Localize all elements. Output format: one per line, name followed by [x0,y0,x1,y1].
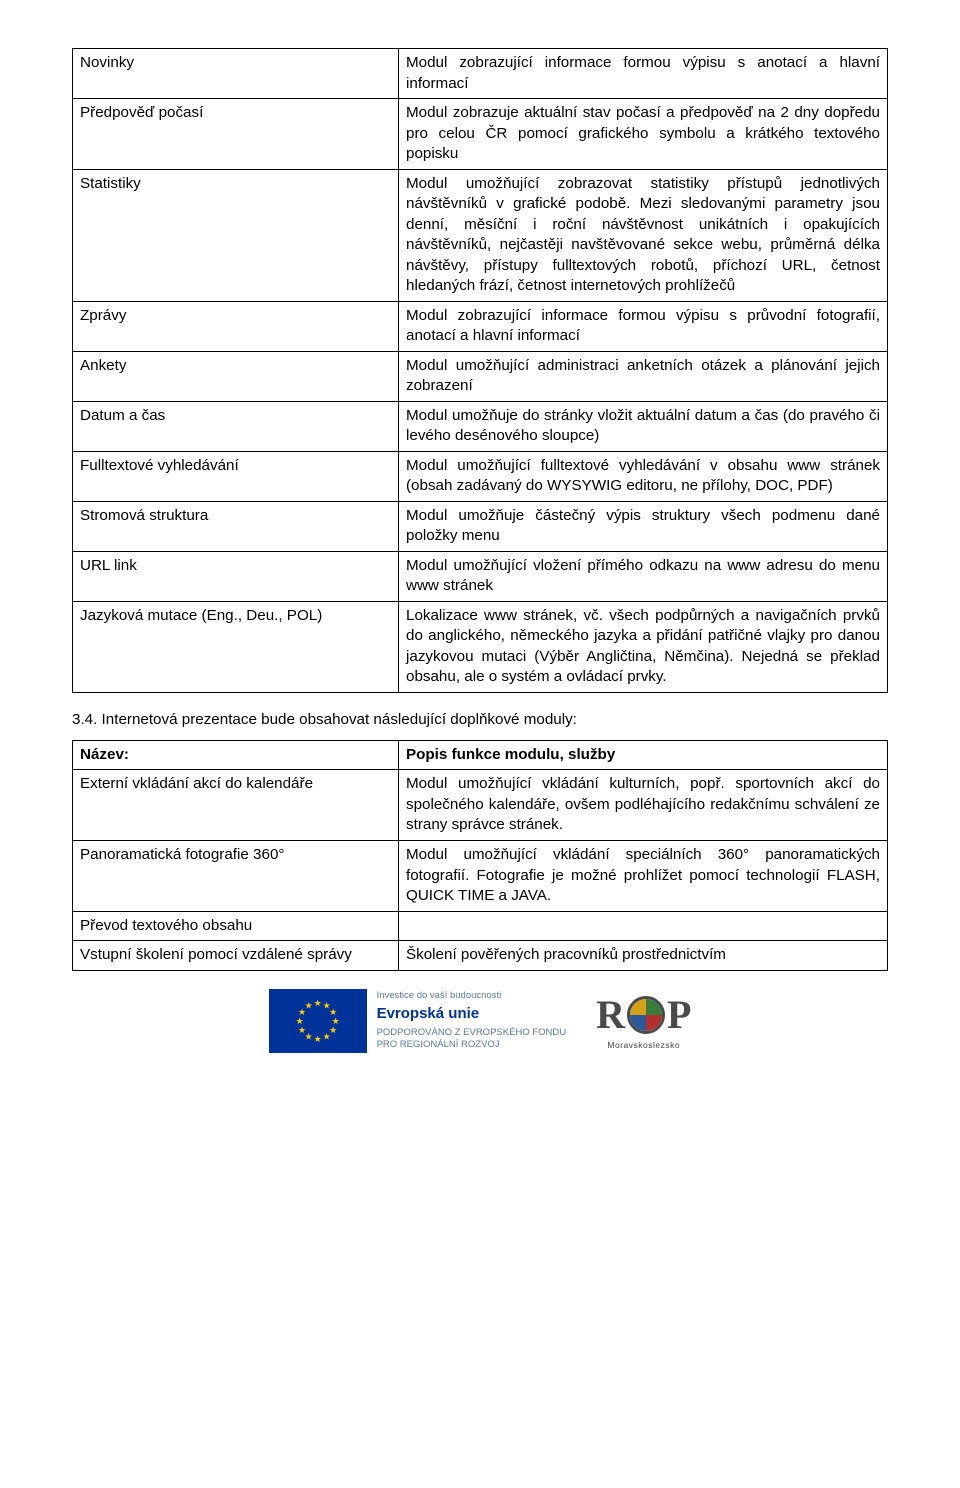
rop-label: Moravskoslezsko [596,1040,691,1050]
rop-letter-r: R [596,991,625,1038]
table-row: AnketyModul umožňující administraci anke… [73,351,888,401]
table-row: NovinkyModul zobrazující informace formo… [73,49,888,99]
module-desc: Modul zobrazuje aktuální stav počasí a p… [399,99,888,170]
header-desc: Popis funkce modulu, služby [399,740,888,770]
footer-logos: ★★★★★★★★★★★★ Investice do vaší budoucnos… [72,989,888,1053]
module-desc: Modul umožňující zobrazovat statistiky p… [399,169,888,301]
module-name: Ankety [73,351,399,401]
module-name: Vstupní školení pomocí vzdálené správy [73,941,399,971]
eu-line2: Evropská unie [377,1005,567,1024]
module-name: Panoramatická fotografie 360° [73,840,399,911]
module-name: Stromová struktura [73,501,399,551]
module-desc: Modul umožňuje částečný výpis struktury … [399,501,888,551]
module-desc: Modul zobrazující informace formou výpis… [399,301,888,351]
modules-table-2: Název: Popis funkce modulu, služby Exter… [72,740,888,971]
module-desc: Školení pověřených pracovníků prostředni… [399,941,888,971]
table-row: Vstupní školení pomocí vzdálené správyŠk… [73,941,888,971]
module-name: Jazyková mutace (Eng., Deu., POL) [73,601,399,692]
table-row: Jazyková mutace (Eng., Deu., POL)Lokaliz… [73,601,888,692]
modules-table-1: NovinkyModul zobrazující informace formo… [72,48,888,693]
table-row: Externí vkládání akcí do kalendářeModul … [73,770,888,841]
module-desc: Modul umožňující fulltextové vyhledávání… [399,451,888,501]
module-desc: Lokalizace www stránek, vč. všech podpůr… [399,601,888,692]
table-row: Panoramatická fotografie 360°Modul umožň… [73,840,888,911]
module-desc: Modul umožňující administraci anketních … [399,351,888,401]
eu-flag-icon: ★★★★★★★★★★★★ [269,989,367,1053]
module-name: Převod textového obsahu [73,911,399,941]
section-title: 3.4. Internetová prezentace bude obsahov… [72,711,888,728]
table-row: Převod textového obsahu [73,911,888,941]
table-row: Stromová strukturaModul umožňuje částečn… [73,501,888,551]
module-name: Předpověď počasí [73,99,399,170]
eu-line1: Investice do vaší budoucnosti [377,990,567,1002]
module-name: Externí vkládání akcí do kalendáře [73,770,399,841]
eu-line4: PRO REGIONÁLNÍ ROZVOJ [377,1039,567,1051]
module-name: Fulltextové vyhledávání [73,451,399,501]
module-desc: Modul umožňující vkládání speciálních 36… [399,840,888,911]
module-name: URL link [73,551,399,601]
table-row: Fulltextové vyhledáváníModul umožňující … [73,451,888,501]
table-row: StatistikyModul umožňující zobrazovat st… [73,169,888,301]
module-desc: Modul umožňuje do stránky vložit aktuáln… [399,401,888,451]
module-name: Novinky [73,49,399,99]
table-header-row: Název: Popis funkce modulu, služby [73,740,888,770]
module-name: Statistiky [73,169,399,301]
rop-logo-block: R P Moravskoslezsko [596,991,691,1050]
header-name: Název: [73,740,399,770]
table-row: ZprávyModul zobrazující informace formou… [73,301,888,351]
table-row: Předpověď počasíModul zobrazuje aktuální… [73,99,888,170]
module-desc: Modul umožňující vložení přímého odkazu … [399,551,888,601]
table-row: Datum a časModul umožňuje do stránky vlo… [73,401,888,451]
eu-line3: PODPOROVÁNO Z EVROPSKÉHO FONDU [377,1027,567,1039]
rop-letter-p: P [667,991,691,1038]
rop-circle-icon [627,996,665,1034]
module-name: Zprávy [73,301,399,351]
module-desc [399,911,888,941]
eu-logo-block: ★★★★★★★★★★★★ Investice do vaší budoucnos… [269,989,567,1053]
eu-text-block: Investice do vaší budoucnosti Evropská u… [377,990,567,1050]
module-name: Datum a čas [73,401,399,451]
page-container: NovinkyModul zobrazující informace formo… [0,0,960,1081]
module-desc: Modul umožňující vkládání kulturních, po… [399,770,888,841]
table-row: URL linkModul umožňující vložení přímého… [73,551,888,601]
module-desc: Modul zobrazující informace formou výpis… [399,49,888,99]
rop-badge-icon: R P [596,991,691,1038]
